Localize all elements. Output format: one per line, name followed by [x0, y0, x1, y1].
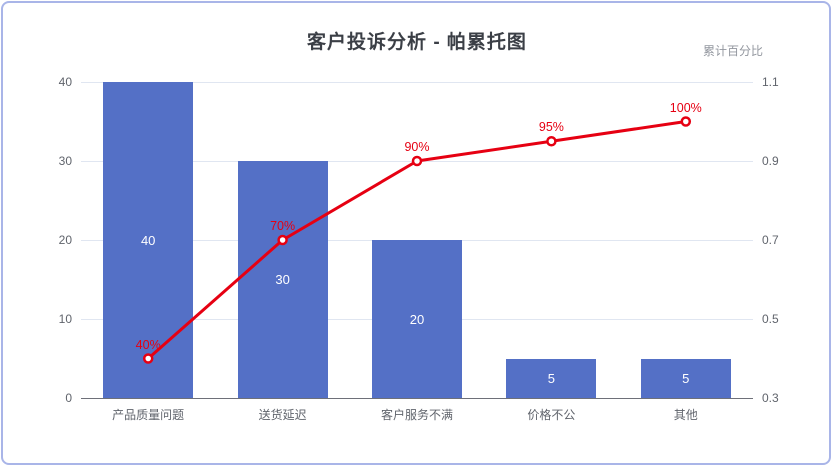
- line-point-label: 95%: [538, 120, 564, 135]
- plot-area: 0 10 20 30 40 0.3 0.5 0.7 0.9 1.1 40 30 20 5 5 40% 70% 90…: [59, 75, 779, 422]
- bar-value-label: 30: [275, 272, 290, 287]
- line-point[interactable]: [411, 155, 423, 167]
- x-axis-line: [81, 398, 753, 399]
- line-point[interactable]: [680, 116, 692, 127]
- right-axis-tick-label: 0.5: [762, 312, 779, 326]
- bar-value-label: 40: [140, 232, 156, 248]
- chart-title: 客户投诉分析 - 帕累托图: [307, 32, 527, 53]
- right-axis-tick-label: 0.9: [762, 154, 779, 168]
- line-point[interactable]: [546, 136, 557, 147]
- right-axis-tick-label: 0.7: [762, 233, 779, 247]
- cumulative-line-layer: [142, 116, 692, 364]
- right-axis-tick-label: 0.3: [762, 391, 779, 405]
- bar-value-label: 5: [547, 370, 555, 386]
- category-label-产品质量问题: 产品质量问题: [112, 408, 185, 422]
- bar-送货延迟[interactable]: 30: [237, 161, 328, 398]
- right-axis-tick-label: 1.1: [762, 75, 779, 89]
- gridline: [81, 82, 753, 83]
- line-point-label: 70%: [270, 219, 296, 233]
- category-label-送货延迟: 送货延迟: [258, 408, 307, 422]
- right-axis-title: 累计百分比: [703, 44, 764, 58]
- bar-value-label: 20: [409, 311, 425, 327]
- line-point-label: 90%: [404, 140, 430, 154]
- left-axis-tick-label: 30: [58, 154, 72, 168]
- left-axis-tick-label: 40: [58, 75, 72, 89]
- line-point-label: 40%: [135, 337, 161, 352]
- category-label-其他: 其他: [673, 408, 698, 422]
- category-label-客户服务不满: 客户服务不满: [380, 408, 454, 422]
- line-point[interactable]: [277, 234, 288, 246]
- bar-价格不公[interactable]: 5: [506, 358, 597, 398]
- bar-产品质量问题[interactable]: 40: [103, 82, 194, 398]
- left-axis-tick-label: 10: [58, 312, 72, 326]
- line-point[interactable]: [142, 353, 154, 364]
- bar-客户服务不满[interactable]: 20: [372, 240, 462, 398]
- bar-value-label: 5: [682, 370, 690, 386]
- category-label-价格不公: 价格不公: [527, 408, 576, 422]
- left-axis-tick-label: 0: [65, 391, 72, 405]
- bar-其他[interactable]: 5: [640, 358, 731, 398]
- left-axis-tick-label: 20: [58, 233, 72, 247]
- line-point-label: 100%: [669, 100, 702, 115]
